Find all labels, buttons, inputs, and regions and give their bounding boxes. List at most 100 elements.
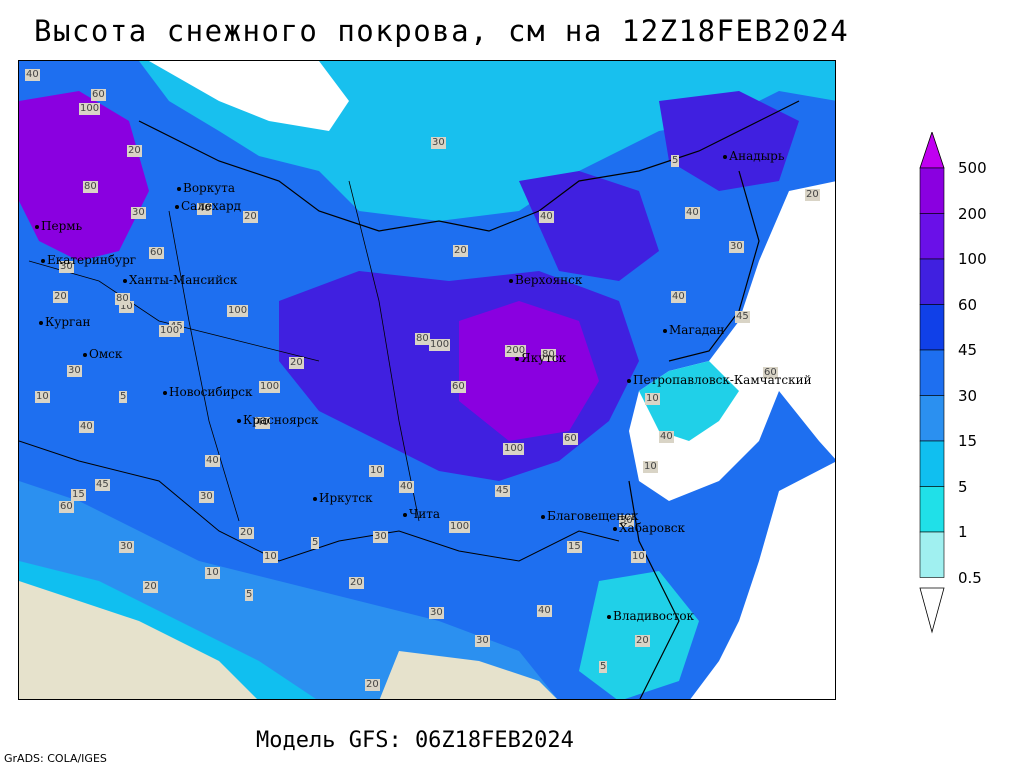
legend-tick-label: 45: [958, 341, 978, 359]
legend-tick-label: 100: [958, 250, 987, 268]
contour-value-label: 40: [659, 431, 674, 443]
contour-value-label: 10: [369, 465, 384, 477]
contour-value-label: 15: [567, 541, 582, 553]
city-label: Новосибирск: [169, 385, 253, 399]
city-dot: [41, 259, 45, 263]
contour-value-label: 40: [671, 291, 686, 303]
city-dot: [541, 515, 545, 519]
legend-swatch: [919, 167, 945, 214]
map-title: Высота снежного покрова, см на 12Z18FEB2…: [34, 14, 850, 48]
contour-value-label: 20: [143, 581, 158, 593]
coastal-light-snow: [639, 361, 739, 441]
legend-boxes: [919, 167, 945, 578]
contour-value-label: 30: [131, 207, 146, 219]
snowfree-kazakhstan: [19, 581, 257, 699]
city-label: Красноярск: [243, 413, 319, 427]
city-dot: [39, 321, 43, 325]
legend-tick-label: 0.5: [958, 568, 982, 587]
city-label: Пермь: [41, 219, 83, 233]
legend-tick-label: 15: [958, 432, 978, 450]
contour-value-label: 30: [619, 515, 634, 527]
contour-value-label: 40: [537, 605, 552, 617]
contour-value-label: 100: [259, 381, 281, 393]
legend-swatch: [919, 304, 945, 351]
pacific-coastline: [628, 480, 680, 699]
city-label: Омск: [89, 347, 123, 361]
contour-value-label: 100: [79, 103, 101, 115]
contour-value-label: 30: [199, 491, 214, 503]
snowfree-mongolia: [379, 651, 557, 699]
very-deep-snow-urals: [19, 91, 149, 261]
contour-value-label: 40: [255, 417, 270, 429]
legend-tick-label: 500: [958, 159, 987, 177]
contour-value-label: 10: [643, 461, 658, 473]
legend-swatch: [919, 486, 945, 533]
city-dot: [607, 615, 611, 619]
region-border: [28, 260, 320, 362]
city-dot: [163, 391, 167, 395]
contour-value-label: 30: [429, 607, 444, 619]
contour-value-label: 40: [197, 203, 212, 215]
contour-value-label: 60: [451, 381, 466, 393]
contour-value-label: 40: [79, 421, 94, 433]
contour-value-label: 30: [119, 541, 134, 553]
contour-value-label: 60: [563, 433, 578, 445]
contour-value-label: 45: [735, 311, 750, 323]
legend-tick-label: 5: [958, 477, 968, 496]
arctic-coastline: [138, 100, 800, 232]
contour-value-label: 45: [95, 479, 110, 491]
contour-value-label: 30: [59, 261, 74, 273]
city-dot: [237, 419, 241, 423]
contour-value-label: 10: [645, 393, 660, 405]
legend-swatch: [919, 258, 945, 305]
contour-value-label: 10: [631, 551, 646, 563]
contour-value-label: 100: [429, 339, 451, 351]
contour-value-label: 30: [67, 365, 82, 377]
city-dot: [627, 379, 631, 383]
contour-value-label: 100: [503, 443, 525, 455]
city-label: Ханты-Мансийск: [129, 273, 238, 287]
contour-value-label: 5: [311, 537, 320, 549]
city-dot: [403, 513, 407, 517]
contour-value-label: 100: [159, 325, 181, 337]
arctic-sea: [149, 61, 349, 131]
city-label: Воркута: [183, 181, 236, 195]
very-deep-snow-yakutia: [459, 301, 599, 441]
city-label: Курган: [45, 315, 91, 329]
snow-depth-map: 4010060208030104551530402060801001001004…: [18, 60, 836, 700]
legend-tick-label: 60: [958, 295, 978, 314]
legend-colorbar: [919, 132, 945, 634]
contour-value-label: 40: [25, 69, 40, 81]
contour-value-label: 200: [505, 345, 527, 357]
contour-value-label: 30: [373, 531, 388, 543]
contour-value-label: 40: [539, 211, 554, 223]
contour-value-label: 20: [635, 635, 650, 647]
city-dot: [663, 329, 667, 333]
map-canvas: [19, 61, 835, 699]
contour-value-label: 40: [399, 481, 414, 493]
city-dot: [613, 527, 617, 531]
city-dot: [83, 353, 87, 357]
contour-value-label: 10: [263, 551, 278, 563]
contour-value-label: 10: [35, 391, 50, 403]
legend-swatch: [919, 531, 945, 578]
contour-value-label: 30: [431, 137, 446, 149]
deep-snow-north-yakutia: [519, 171, 659, 281]
contour-value-label: 40: [205, 455, 220, 467]
contour-value-label: 80: [83, 181, 98, 193]
country-border: [19, 440, 620, 562]
contour-value-label: 40: [685, 207, 700, 219]
contour-value-label: 15: [71, 489, 86, 501]
legend-top-arrow: [919, 132, 945, 169]
contour-value-label: 5: [599, 661, 608, 673]
city-label: Магадан: [669, 323, 725, 337]
contour-value-label: 45: [495, 485, 510, 497]
contour-value-label: 80: [415, 333, 430, 345]
contour-value-label: 20: [53, 291, 68, 303]
grads-credit: GrADS: COLA/IGES: [4, 752, 107, 765]
region-border: [348, 180, 420, 522]
contour-value-label: 20: [243, 211, 258, 223]
city-dot: [177, 187, 181, 191]
legend-bottom-arrow: [919, 587, 945, 634]
legend-tick-label: 200: [958, 204, 987, 223]
